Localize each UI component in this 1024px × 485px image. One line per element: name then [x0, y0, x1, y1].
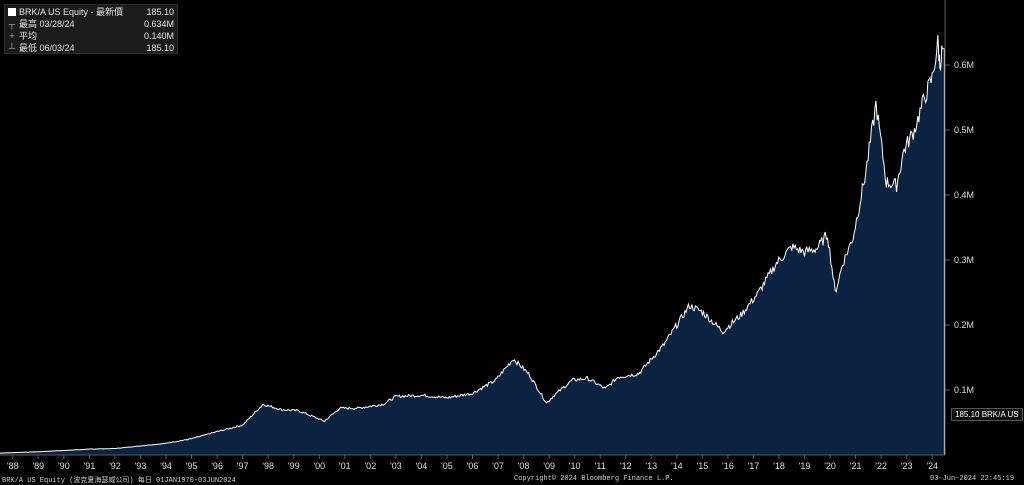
- x-tick-label: '97: [237, 461, 249, 471]
- y-tick-label: 0.5M: [954, 125, 974, 135]
- series-color-swatch: [8, 8, 16, 16]
- legend-series-value: 185.10: [146, 7, 174, 17]
- x-tick-label: '22: [875, 461, 887, 471]
- y-tick-label: 0.2M: [954, 320, 974, 330]
- x-tick-label: '15: [696, 461, 708, 471]
- x-tick-label: '88: [7, 461, 19, 471]
- x-tick-label: '07: [492, 461, 504, 471]
- x-tick-label: '17: [748, 461, 760, 471]
- legend-high-row: ┬ 最高 03/28/24 0.634M: [8, 18, 174, 30]
- x-tick-label: '14: [671, 461, 683, 471]
- x-tick-label: '11: [595, 461, 606, 471]
- x-tick-label: '24: [926, 461, 938, 471]
- high-marker-icon: ┬: [8, 19, 16, 29]
- x-tick-label: '03: [390, 461, 402, 471]
- footer-timestamp: 03-Jun-2024 22:45:19: [930, 475, 1015, 483]
- legend-high-value: 0.634M: [143, 19, 174, 29]
- x-tick-label: '02: [364, 461, 376, 471]
- x-tick-label: '23: [901, 461, 913, 471]
- x-tick-label: '90: [58, 461, 70, 471]
- y-tick-label: 0.3M: [954, 255, 974, 265]
- x-tick-label: '13: [645, 461, 657, 471]
- legend-series-row: BRK/A US Equity - 最新價 185.10: [8, 6, 174, 18]
- x-tick-label: '12: [620, 461, 632, 471]
- x-tick-label: '89: [32, 461, 44, 471]
- average-marker-icon: +: [9, 31, 15, 41]
- x-tick-label: '08: [518, 461, 530, 471]
- legend-series-label: BRK/A US Equity - 最新價: [19, 7, 124, 17]
- x-tick-label: '93: [135, 461, 147, 471]
- x-tick-label: '09: [543, 461, 555, 471]
- x-axis: '88 '89 '90 '91 '92 '93 '94 '95 '96 '97 '98 '99 '00 '…: [0, 454, 945, 471]
- x-tick-label: '04: [416, 461, 428, 471]
- low-marker-icon: ┴: [8, 43, 16, 53]
- legend-low-row: ┴ 最低 06/03/24 185.10: [8, 42, 174, 54]
- x-tick-label: '06: [467, 461, 479, 471]
- x-tick-label: '18: [773, 461, 785, 471]
- x-tick-label: '16: [722, 461, 734, 471]
- legend-box: BRK/A US Equity - 最新價 185.10 ┬ 最高 03/28/2…: [4, 4, 178, 54]
- x-tick-label: '92: [109, 461, 121, 471]
- x-tick-label: '98: [262, 461, 274, 471]
- series-area: [0, 35, 945, 455]
- y-tick-label: 0.6M: [954, 60, 974, 70]
- legend-avg-value: 0.140M: [143, 31, 174, 41]
- y-axis: 0.1M 0.2M 0.3M 0.4M 0.5M 0.6M: [944, 0, 974, 455]
- y-tick-label: 0.4M: [954, 190, 974, 200]
- x-tick-label: '94: [160, 461, 172, 471]
- area-group: [0, 35, 945, 455]
- legend-low-label: 最低 06/03/24: [19, 43, 75, 53]
- series-line: [0, 35, 945, 455]
- x-tick-label: '10: [569, 461, 581, 471]
- x-tick-label: '99: [288, 461, 300, 471]
- footer-copyright: Copyright© 2024 Bloomberg Finance L.P.: [514, 475, 674, 483]
- last-price-tag: 185.10 BRK/A US: [951, 408, 1023, 421]
- x-tick-label: '91: [84, 461, 96, 471]
- x-tick-label: '95: [186, 461, 198, 471]
- x-tick-label: '00: [313, 461, 325, 471]
- x-tick-label: '20: [824, 461, 836, 471]
- x-tick-label: '21: [850, 461, 862, 471]
- y-tick-label: 0.1M: [954, 385, 974, 395]
- legend-low-value: 185.10: [146, 43, 174, 53]
- footer-bar: BRK/A US Equity (波克夏海瑟威公司) 每日 01JAN1970-…: [0, 474, 1024, 485]
- legend-high-label: 最高 03/28/24: [19, 19, 75, 29]
- legend-avg-label: 平均: [19, 31, 38, 41]
- x-tick-label: '01: [339, 461, 351, 471]
- legend-avg-row: + 平均 0.140M: [8, 30, 174, 42]
- x-tick-label: '05: [441, 461, 453, 471]
- x-tick-label: '19: [799, 461, 811, 471]
- x-tick-label: '96: [211, 461, 223, 471]
- footer-security-info: BRK/A US Equity (波克夏海瑟威公司) 每日 01JAN1970-…: [2, 477, 236, 485]
